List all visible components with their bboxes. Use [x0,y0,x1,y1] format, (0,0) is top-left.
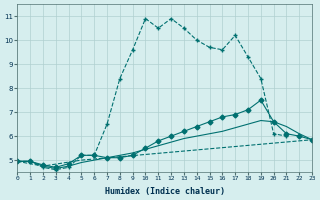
X-axis label: Humidex (Indice chaleur): Humidex (Indice chaleur) [105,187,225,196]
